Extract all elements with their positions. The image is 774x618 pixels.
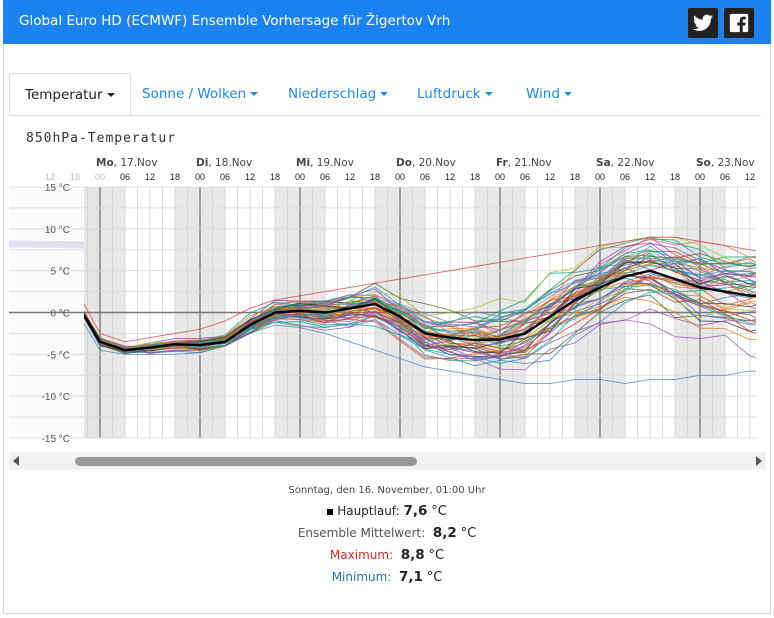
ensemble-member-line bbox=[84, 308, 756, 360]
day-label: So, 23.Nov bbox=[696, 157, 755, 169]
hour-label: 18 bbox=[370, 172, 380, 182]
hour-label: 12 bbox=[645, 172, 655, 182]
main-unit: °C bbox=[431, 504, 447, 519]
max-value: 8,8 bbox=[400, 547, 425, 563]
hour-label: 18 bbox=[570, 172, 580, 182]
tab-temperatur[interactable]: Temperatur bbox=[9, 73, 131, 115]
chart-scrollbar[interactable] bbox=[9, 452, 766, 470]
hour-label: 06 bbox=[720, 172, 730, 182]
day-label: Sa, 22.Nov bbox=[596, 157, 655, 169]
tab-luftdruck[interactable]: Luftdruck bbox=[417, 73, 493, 115]
hour-label: 00 bbox=[195, 172, 205, 182]
mean-value: 8,2 bbox=[432, 525, 457, 541]
day-label: Do, 20.Nov bbox=[396, 157, 456, 169]
day-label: Mo, 17.Nov bbox=[96, 157, 158, 169]
y-tick-label: 10 °C bbox=[45, 225, 70, 236]
y-tick-label: 0 °C bbox=[50, 309, 70, 320]
hour-label: 18 bbox=[70, 172, 80, 182]
scroll-right-icon[interactable] bbox=[756, 456, 762, 466]
main-run-marker bbox=[327, 508, 334, 515]
hour-label: 06 bbox=[420, 172, 430, 182]
ensemble-member-line bbox=[84, 288, 756, 353]
caret-down-icon bbox=[106, 93, 115, 97]
hour-label: 12 bbox=[445, 172, 455, 182]
main-label: Hauptlauf: bbox=[337, 504, 400, 518]
temperature-chart[interactable]: 15 °C 10 °C 5 °C 0 °C -5 °C -10 °C -15 °C Mo, 1… bbox=[0, 150, 774, 450]
tab-label: Luftdruck bbox=[417, 86, 481, 102]
chart-title: 850hPa-Temperatur bbox=[26, 131, 177, 146]
page-title: Global Euro HD (ECMWF) Ensemble Vorhersa… bbox=[19, 13, 451, 29]
info-min-row: Minimum: 7,1 °C bbox=[0, 569, 774, 585]
tab-wind[interactable]: Wind bbox=[526, 73, 572, 115]
min-value: 7,1 bbox=[398, 569, 423, 585]
caret-down-icon bbox=[380, 92, 389, 96]
caret-down-icon bbox=[563, 92, 572, 96]
min-series-line bbox=[84, 322, 756, 385]
y-tick-label: 15 °C bbox=[45, 183, 70, 194]
hour-label: 00 bbox=[695, 172, 705, 182]
day-label: Di, 18.Nov bbox=[196, 157, 252, 169]
hour-label: 18 bbox=[470, 172, 480, 182]
hour-label: 12 bbox=[145, 172, 155, 182]
hour-label: 12 bbox=[45, 172, 55, 182]
y-tick-label: 5 °C bbox=[50, 267, 70, 278]
hour-label: 12 bbox=[245, 172, 255, 182]
hour-label: 06 bbox=[620, 172, 630, 182]
tab-niederschlag[interactable]: Niederschlag bbox=[288, 73, 389, 115]
twitter-icon[interactable] bbox=[688, 8, 718, 38]
max-series-line bbox=[84, 236, 756, 343]
hour-label: 18 bbox=[670, 172, 680, 182]
info-date: Sonntag, den 16. November, 01:00 Uhr bbox=[288, 485, 486, 496]
y-tick-label: -15 °C bbox=[42, 434, 70, 445]
tab-bar: Temperatur Sonne / Wolken Niederschlag L… bbox=[9, 73, 761, 116]
main-value: 7,6 bbox=[403, 503, 428, 519]
tab-sonne-wolken[interactable]: Sonne / Wolken bbox=[142, 73, 259, 115]
info-max-row: Maximum: 8,8 °C bbox=[0, 547, 774, 563]
ensemble-member-line bbox=[84, 249, 756, 355]
hour-label: 12 bbox=[345, 172, 355, 182]
facebook-icon[interactable] bbox=[724, 8, 754, 38]
hour-label: 00 bbox=[295, 172, 305, 182]
scrollbar-thumb[interactable] bbox=[75, 457, 417, 466]
min-unit: °C bbox=[426, 570, 443, 585]
hour-label: 06 bbox=[220, 172, 230, 182]
hour-label: 00 bbox=[495, 172, 505, 182]
mean-unit: °C bbox=[460, 526, 477, 541]
caret-down-icon bbox=[250, 92, 259, 96]
max-unit: °C bbox=[428, 548, 445, 563]
scroll-left-icon[interactable] bbox=[13, 456, 19, 466]
tab-label: Sonne / Wolken bbox=[142, 86, 247, 102]
y-tick-label: -5 °C bbox=[47, 350, 70, 361]
day-label: Fr, 21.Nov bbox=[496, 157, 552, 169]
hour-label: 06 bbox=[320, 172, 330, 182]
hour-label: 00 bbox=[395, 172, 405, 182]
tab-label: Temperatur bbox=[25, 87, 103, 103]
hour-label: 06 bbox=[520, 172, 530, 182]
min-label: Minimum: bbox=[331, 570, 392, 584]
hour-label: 06 bbox=[120, 172, 130, 182]
mean-label: Ensemble Mittelwert: bbox=[297, 526, 426, 540]
hour-label: 18 bbox=[270, 172, 280, 182]
header-bar: Global Euro HD (ECMWF) Ensemble Vorhersa… bbox=[3, 0, 771, 44]
hour-label: 12 bbox=[745, 172, 755, 182]
hour-label: 00 bbox=[95, 172, 105, 182]
caret-down-icon bbox=[484, 92, 493, 96]
tab-label: Niederschlag bbox=[288, 86, 377, 102]
info-mean-row: Ensemble Mittelwert: 8,2 °C bbox=[0, 525, 774, 541]
y-tick-label: -10 °C bbox=[42, 392, 70, 403]
max-label: Maximum: bbox=[329, 548, 394, 562]
main-run-line bbox=[84, 269, 756, 352]
hour-label: 12 bbox=[545, 172, 555, 182]
hour-label: 18 bbox=[170, 172, 180, 182]
hour-label: 00 bbox=[595, 172, 605, 182]
ensemble-member-line bbox=[84, 256, 756, 348]
info-main-row: Hauptlauf: 7,6 °C bbox=[0, 503, 774, 519]
tab-label: Wind bbox=[526, 86, 560, 102]
day-label: Mi, 19.Nov bbox=[296, 157, 354, 169]
history-band bbox=[8, 240, 85, 249]
